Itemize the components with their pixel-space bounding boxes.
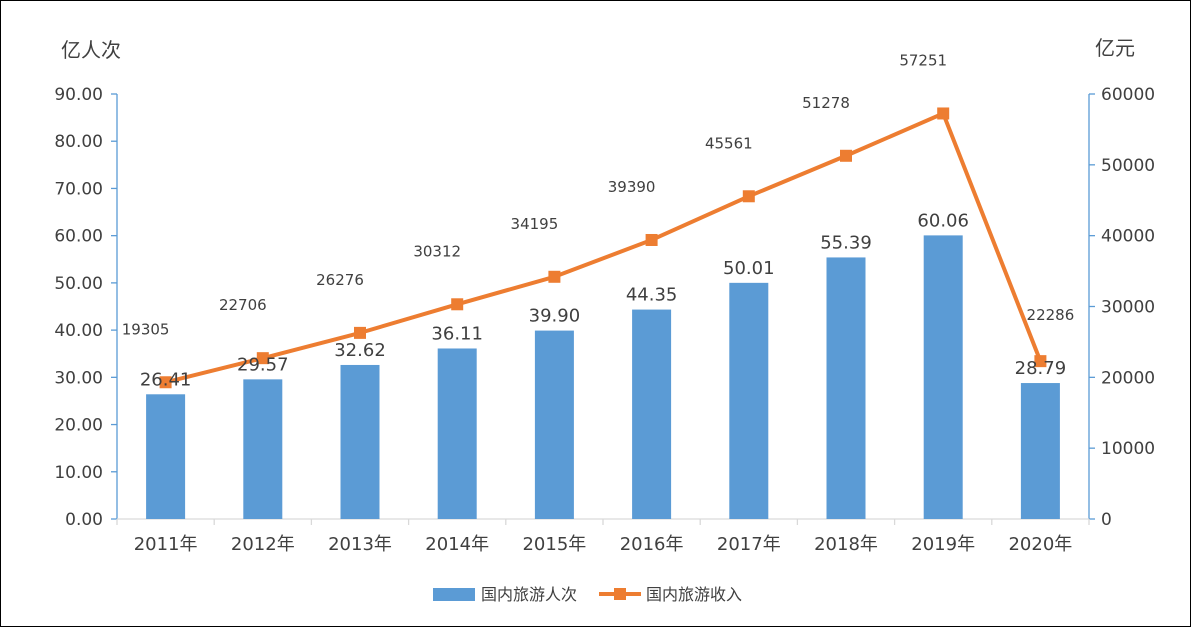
axes: 0.00 10.00 20.00 30.00 40.00 50.00 60.00 70.00 8…: [54, 85, 1155, 555]
line-value-label: 30312: [413, 242, 461, 260]
bar-value-label: 55.39: [820, 232, 872, 253]
bar-value-label: 39.90: [529, 306, 581, 327]
left-axis-tick-label: 50.00: [54, 274, 103, 294]
line-value-label: 57251: [899, 51, 947, 69]
right-axis-tick-label: 40000: [1101, 227, 1155, 247]
line-marker: [937, 107, 950, 120]
bar: [340, 364, 380, 519]
right-axis-tick-label: 10000: [1101, 439, 1155, 459]
bar: [437, 348, 477, 519]
bar: [1020, 383, 1060, 519]
line-marker: [840, 149, 852, 162]
legend-line-label: 国内旅游收入: [646, 585, 742, 604]
line-path: [165, 111, 1043, 385]
left-axis-tick-label: 90.00: [54, 85, 103, 105]
bar-value-label: 60.06: [917, 210, 969, 231]
left-axis-tick-label: 80.00: [54, 132, 103, 152]
x-axis-tick-label: 2014年: [425, 534, 489, 555]
bar: [632, 309, 672, 519]
bar: [534, 330, 574, 519]
left-axis-tick-label: 60.00: [54, 227, 103, 247]
bar-value-label: 32.62: [334, 340, 386, 361]
right-axis-tick-label: 0: [1101, 510, 1112, 530]
left-axis-tick-label: 70.00: [54, 179, 103, 199]
bar-value-label: 26.41: [140, 369, 192, 390]
right-axis-tick-label: 30000: [1101, 298, 1155, 318]
x-axis-tick-label: 2013年: [328, 534, 392, 555]
bar: [729, 282, 769, 519]
line-series: [159, 107, 1047, 389]
line-value-label: 19305: [122, 320, 170, 338]
x-axis-tick-label: 2018年: [814, 534, 878, 555]
x-axis-tick-label: 2017年: [717, 534, 781, 555]
line-value-label: 22706: [219, 296, 267, 314]
x-axis-tick-label: 2012年: [231, 534, 295, 555]
line-value-label: 22286: [1027, 306, 1075, 324]
line-marker: [159, 376, 172, 389]
bar-value-label: 36.11: [431, 323, 483, 344]
left-axis-tick-label: 40.00: [54, 321, 103, 341]
line-value-label: 51278: [802, 94, 850, 112]
bar: [243, 379, 283, 519]
bar: [826, 257, 866, 519]
legend: 国内旅游人次 国内旅游收入: [433, 585, 742, 604]
bar-value-label: 50.01: [723, 258, 775, 279]
right-axis-unit: 亿元: [1095, 36, 1135, 60]
bar: [146, 394, 186, 519]
line-value-label: 45561: [705, 134, 753, 152]
bar-value-label: 29.57: [237, 354, 289, 375]
line-value-label: 26276: [316, 271, 364, 289]
bar-value-label: 28.79: [1015, 358, 1067, 379]
left-axis-tick-label: 0.00: [65, 510, 103, 530]
line-marker: [645, 233, 658, 246]
line-marker: [256, 352, 269, 365]
right-axis-tick-label: 50000: [1101, 156, 1155, 176]
x-axis-tick-label: 2011年: [134, 534, 198, 555]
left-axis-tick-label: 10.00: [54, 463, 103, 483]
legend-bar-label: 国内旅游人次: [481, 585, 577, 604]
data-labels: 26.41 29.57 32.62 36.11 39.90 44.35 50.01 55.39…: [122, 51, 1075, 390]
bars: [146, 235, 1060, 519]
left-axis-tick-label: 20.00: [54, 416, 103, 436]
x-axis-tick-label: 2016年: [620, 534, 684, 555]
line-value-label: 39390: [608, 178, 656, 196]
right-axis-tick-label: 20000: [1101, 368, 1155, 388]
line-marker: [354, 326, 366, 339]
legend-bar-swatch: [433, 588, 475, 601]
bar-value-label: 44.35: [626, 285, 678, 306]
legend-line-marker: [614, 588, 626, 600]
line-value-label: 34195: [511, 215, 559, 233]
left-axis-unit: 亿人次: [61, 38, 121, 62]
bar: [923, 235, 963, 519]
x-axis-tick-label: 2020年: [1008, 534, 1072, 555]
left-axis-tick-label: 30.00: [54, 368, 103, 388]
line-marker: [742, 190, 755, 203]
x-axis-tick-label: 2015年: [522, 534, 586, 555]
right-axis-tick-label: 60000: [1101, 85, 1155, 105]
line-marker: [451, 298, 464, 311]
line-marker: [548, 270, 561, 283]
line-marker: [1034, 355, 1047, 368]
x-axis-tick-label: 2019年: [911, 534, 975, 555]
